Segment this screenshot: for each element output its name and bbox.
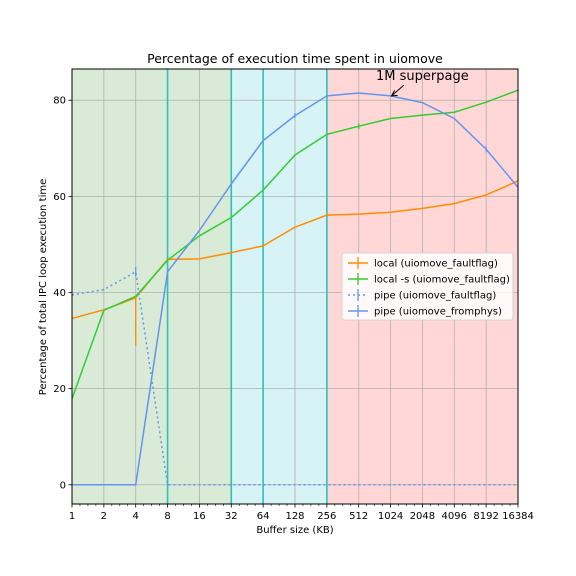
region-1 bbox=[231, 69, 327, 504]
x-tick-label-11: 2048 bbox=[410, 511, 435, 522]
x-tick-label-2: 4 bbox=[133, 511, 139, 522]
x-tick-label-12: 4096 bbox=[442, 511, 467, 522]
annotation-arrowhead bbox=[390, 90, 398, 97]
legend-label-1: local -s (uiomove_faultflag) bbox=[374, 275, 510, 286]
legend-label-0: local (uiomove_faultflag) bbox=[374, 259, 498, 270]
y-tick-label-0: 0 bbox=[60, 480, 66, 491]
x-tick-label-7: 128 bbox=[285, 511, 304, 522]
y-tick-label-4: 80 bbox=[53, 96, 66, 107]
x-tick-label-0: 1 bbox=[69, 511, 75, 522]
y-axis-label: Percentage of total IPC loop execution t… bbox=[38, 179, 49, 395]
legend-label-2: pipe (uiomove_faultflag) bbox=[374, 291, 496, 302]
annotation-text: 1M superpage bbox=[376, 69, 469, 84]
x-tick-label-4: 16 bbox=[193, 511, 206, 522]
y-axis-ticks: 0 20 40 60 80 bbox=[53, 96, 72, 491]
series-3 bbox=[72, 92, 519, 486]
legend: local (uiomove_faultflag)local -s (uiomo… bbox=[341, 252, 514, 321]
x-tick-label-6: 64 bbox=[257, 511, 270, 522]
annotation-arrow bbox=[391, 84, 405, 97]
region-0 bbox=[72, 69, 232, 504]
y-tick-label-2: 40 bbox=[53, 288, 66, 299]
series-line-2 bbox=[71, 271, 518, 486]
x-axis-label: Buffer size (KB) bbox=[256, 525, 333, 536]
series-layer bbox=[71, 89, 519, 486]
y-tick-label-1: 20 bbox=[53, 384, 66, 395]
chart-title: Percentage of execution time spent in ui… bbox=[147, 51, 443, 66]
x-tick-label-5: 32 bbox=[225, 511, 238, 522]
x-tick-label-8: 256 bbox=[317, 511, 336, 522]
x-tick-label-14: 16384 bbox=[502, 511, 534, 522]
x-tick-label-1: 2 bbox=[101, 511, 107, 522]
x-tick-label-10: 1024 bbox=[378, 511, 403, 522]
x-axis-ticks: 1 2 4 8 16 32 64 128 256 512 1024 2048 4096 8192 16384 bbox=[69, 504, 534, 522]
legend-label-3: pipe (uiomove_fromphys) bbox=[374, 307, 502, 318]
legend-box bbox=[341, 252, 514, 321]
x-tick-label-9: 512 bbox=[349, 511, 368, 522]
x-tick-label-3: 8 bbox=[164, 511, 170, 522]
x-tick-label-13: 8192 bbox=[473, 511, 498, 522]
annotation: 1M superpage bbox=[376, 69, 469, 97]
series-2 bbox=[71, 267, 518, 486]
y-tick-label-3: 60 bbox=[53, 192, 66, 203]
